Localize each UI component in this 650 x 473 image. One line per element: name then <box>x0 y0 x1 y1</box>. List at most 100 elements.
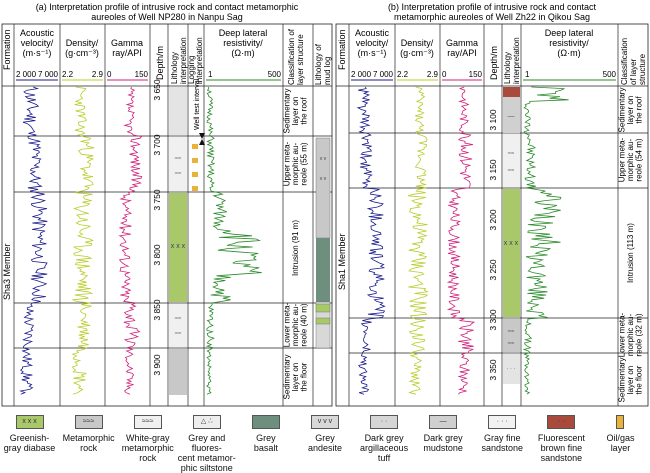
depth-label: 3 850 <box>152 299 162 321</box>
legend-item: Grey basalt <box>236 407 295 453</box>
depth-label: 3 150 <box>488 159 498 181</box>
svg-text:≈≈: ≈≈ <box>175 331 182 337</box>
panel-b-acoustic-header-1: Acoustic <box>355 28 390 38</box>
panel-a-member-label: Sha3 Member <box>2 243 12 300</box>
panel-b-density-curve <box>407 86 429 395</box>
legend-item: △ ∴ Grey and fluores-cent metamor-phic si… <box>177 407 236 473</box>
depth-label: 3 200 <box>488 209 498 231</box>
depth-label: 3 800 <box>152 244 162 266</box>
panel-a-title-line1: (a) Interpretation profile of intrusive … <box>36 2 299 12</box>
panel-a-density-header-2: (g·cm⁻³) <box>65 48 99 58</box>
legend-label: Fluorescent <box>537 433 585 443</box>
layer-label: Sedimentary <box>618 88 627 133</box>
layer-label: morphic au- <box>291 143 300 186</box>
legend-label: Grey <box>256 433 276 443</box>
svg-text:≈≈: ≈≈ <box>175 171 182 177</box>
panel-a-gamma-scale-max: 150 <box>135 70 149 79</box>
sandstone-swatch: · · · <box>488 415 517 429</box>
layer-label: the roof <box>635 96 644 124</box>
legend-label: andesite <box>307 443 342 453</box>
svg-text:x x x: x x x <box>504 240 519 247</box>
panel-b-depth-labels: 3 100 3 150 3 200 3 250 3 300 3 350 <box>488 109 498 381</box>
panel-a-litho-floor <box>169 349 187 395</box>
panel-a-density-header-1: Density/ <box>66 38 99 48</box>
panel-b-acoustic-scale-min: 2 000 <box>351 70 372 79</box>
legend-label: Oil/gas <box>606 433 635 443</box>
panel-b-resistivity-curve <box>522 86 569 395</box>
panel-a-acoustic-header-3: (m·s⁻¹) <box>23 48 52 58</box>
layer-label: layer on <box>626 366 635 394</box>
depth-label: 3 700 <box>152 134 162 156</box>
legend-item: v v v Grey andesite <box>295 407 354 453</box>
legend-label: tuff <box>377 453 391 463</box>
panel-a-acoustic-curve <box>19 86 48 395</box>
panel-a: (a) Interpretation profile of intrusive … <box>1 2 333 407</box>
panel-a-acoustic-header-1: Acoustic <box>20 28 55 38</box>
svg-text:≈≈: ≈≈ <box>508 168 515 174</box>
panel-b-gamma-header-1: Gamma <box>446 38 478 48</box>
layer-label: layer on <box>291 363 300 391</box>
panel-a-mudlog-basalt <box>316 238 330 302</box>
depth-label: 3 650 <box>152 79 162 101</box>
legend-label: basalt <box>253 443 278 453</box>
brown-sandstone-swatch: · · <box>547 415 576 429</box>
panel-b-class-header-3: structure <box>638 53 647 85</box>
panel-b-density-scale-max: 2.9 <box>427 70 439 79</box>
layer-label: the floor <box>635 365 644 394</box>
panel-a-acoustic-scale-min: 2 000 <box>16 70 37 79</box>
andesite-swatch: v v v <box>310 415 339 429</box>
panel-a-res-scale-max: 500 <box>268 70 282 79</box>
legend-item: ≈≈≈ Metamorphic rock <box>59 407 118 453</box>
layer-label: Lower meta- <box>618 312 627 357</box>
panel-b-resistivity-header-2: resistivity/ <box>549 38 589 48</box>
panel-a-class-header-2: layer structure <box>296 34 305 85</box>
svg-text:· · ·: · · · <box>506 366 515 372</box>
depth-label: 3 350 <box>488 359 498 381</box>
panel-b-acoustic-header-2: velocity/ <box>356 38 389 48</box>
panel-a-litho-lower-aureole <box>169 304 187 347</box>
layer-label: morphic au- <box>626 314 635 357</box>
layer-label: reole (40 m) <box>300 303 309 346</box>
depth-label: 3 100 <box>488 109 498 131</box>
legend-item: ≈≈≈ White-gray metamorphic rock <box>118 407 177 463</box>
svg-text:≈≈: ≈≈ <box>175 156 182 162</box>
legend-label: sandstone <box>540 453 583 463</box>
panel-a-acoustic-scale-max: 7 000 <box>38 70 59 79</box>
panel-a-logging-header-1: Logging <box>187 56 196 84</box>
depth-label: 3 750 <box>152 189 162 211</box>
panel-a-boundaries <box>14 135 332 349</box>
legend-label: rock <box>139 453 157 463</box>
panel-b-litho-roof <box>503 97 520 133</box>
layer-label: Intrusion (113 m) <box>626 223 635 283</box>
diabase-swatch: x x x <box>15 415 44 429</box>
svg-text:v v: v v <box>320 176 327 182</box>
layer-label: the floor <box>300 362 309 391</box>
panel-b-lithology-header-1: Lithology <box>503 52 512 84</box>
legend-label: gray diabase <box>3 443 56 453</box>
panel-b-lithology-header-2: interpretation <box>512 37 521 84</box>
panel-b-acoustic-scale-max: 7 000 <box>373 70 394 79</box>
panel-b-boundaries <box>349 132 648 354</box>
panel-a-class-header-1: Classification of <box>287 28 296 85</box>
panel-b-class-header-1: Classification <box>620 38 629 85</box>
legend-item: x x x Greenish-gray diabase <box>0 407 59 453</box>
mudstone-swatch: — <box>429 415 458 429</box>
panel-a-mudlog-header-1: Lithology of <box>314 43 323 85</box>
svg-text:≈≈: ≈≈ <box>508 151 515 157</box>
panel-a-mudlog-lower <box>315 301 331 349</box>
legend: x x x Greenish-gray diabase ≈≈≈ Metamorphic… <box>0 407 650 473</box>
panel-b-gamma-header-2: ray/API <box>447 48 477 58</box>
panel-b-litho-upper-aureole <box>503 134 520 187</box>
layer-label: Lower meta- <box>283 302 292 347</box>
panel-b-gamma-curve <box>446 86 476 395</box>
legend-label: White-gray <box>125 433 170 443</box>
panel-a-litho-roof <box>169 87 187 135</box>
panel-a-resistivity-curve <box>205 86 262 395</box>
layer-label: reole (54 m) <box>635 138 644 181</box>
panel-a-gamma-curve <box>118 86 143 395</box>
depth-label: 3 250 <box>488 259 498 281</box>
panel-a-resistivity-header-2: resistivity/ <box>223 38 263 48</box>
legend-item: — Dark grey mudstone <box>414 407 473 453</box>
panel-a-frame <box>1 23 333 407</box>
legend-label: Dark grey <box>423 433 463 443</box>
